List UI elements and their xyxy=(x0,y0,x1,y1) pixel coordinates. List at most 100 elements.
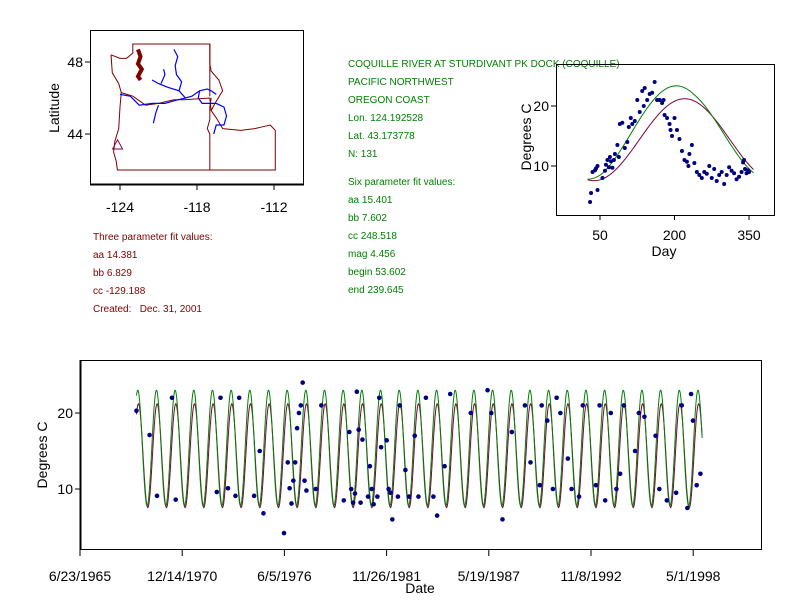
seasonal-xtick-label: 350 xyxy=(737,227,761,243)
ts-data-point xyxy=(397,403,403,408)
ts-data-point xyxy=(352,491,358,496)
station-lon: Lon. 124.192528 xyxy=(348,113,424,124)
ts-data-point xyxy=(233,493,238,499)
timeseries-frame xyxy=(80,360,762,550)
seasonal-data-point xyxy=(642,86,647,90)
ts-data-point xyxy=(257,448,263,454)
map-ytick-label: 48 xyxy=(67,54,83,70)
seasonal-ytick-label: 10 xyxy=(533,158,549,174)
seasonal-data-point xyxy=(739,170,744,174)
seasonal-data-point xyxy=(610,165,615,170)
map-ytick-label: 44 xyxy=(67,126,83,142)
seasonal-data-point xyxy=(588,200,593,204)
ts-data-point xyxy=(341,498,347,503)
ts-data-point xyxy=(287,485,292,491)
seasonal-data-point xyxy=(611,158,616,162)
ts-data-point xyxy=(403,467,408,473)
ts-data-point xyxy=(434,513,440,518)
seasonal-data-point xyxy=(589,191,594,195)
ts-data-point xyxy=(657,486,662,492)
seasonal-data-point xyxy=(712,167,717,171)
ts-six-param-fit-line xyxy=(135,389,703,507)
ts-data-point xyxy=(375,494,380,499)
six-param-fit-line xyxy=(587,85,754,180)
seasonal-data-point xyxy=(595,188,600,192)
ts-data-point xyxy=(348,486,354,492)
site-marker-triangle xyxy=(111,138,124,150)
seasonal-data-point xyxy=(635,98,640,102)
seasonal-chart: Degrees C Day 50 200 350 10 20 xyxy=(518,64,775,259)
seasonal-data-point xyxy=(686,164,691,168)
seasonal-data-point xyxy=(616,155,621,159)
seasonal-data-point xyxy=(660,101,665,105)
six-param-aa: aa 15.401 xyxy=(348,195,393,206)
ts-data-point xyxy=(356,427,362,433)
ts-data-point xyxy=(614,486,619,492)
seasonal-data-point xyxy=(742,158,747,162)
ts-data-point xyxy=(261,511,266,516)
state-border-outline xyxy=(110,43,276,171)
ts-data-point xyxy=(376,395,382,401)
ts-data-point xyxy=(431,494,436,499)
ts-data-point xyxy=(597,403,602,408)
ts-data-point xyxy=(384,438,390,443)
seasonal-data-point xyxy=(734,177,739,182)
river-line xyxy=(151,79,186,99)
ts-data-point xyxy=(173,497,179,502)
station-subregion: OREGON COAST xyxy=(348,95,430,106)
ts-data-point xyxy=(300,380,305,385)
ts-data-point xyxy=(442,463,447,469)
state-border-or-id xyxy=(206,97,212,170)
three-param-block: Three parameter fit values: aa 14.381 bb… xyxy=(93,229,213,319)
ts-data-point xyxy=(545,418,550,423)
six-param-block: Six parameter fit values: aa 15.401 bb 7… xyxy=(348,174,455,300)
seasonal-data-point xyxy=(607,155,612,159)
seasonal-data-point xyxy=(722,182,727,186)
ts-xtick-label: 5/19/1987 xyxy=(458,568,520,584)
seasonal-data-point xyxy=(662,113,667,117)
seasonal-data-point xyxy=(620,120,625,125)
ts-data-point xyxy=(528,460,533,465)
ts-data-point xyxy=(285,460,291,465)
map-xtick-label: -112 xyxy=(261,199,288,215)
map-xtick-label: -124 xyxy=(106,199,134,215)
ts-data-point xyxy=(580,403,586,408)
ts-data-point xyxy=(694,482,699,488)
ts-data-point xyxy=(617,471,623,477)
ts-data-point xyxy=(500,517,505,522)
ts-data-point xyxy=(154,493,160,499)
ts-xtick-label: 11/26/1981 xyxy=(352,568,421,584)
seasonal-xtick-label: 50 xyxy=(592,227,608,243)
ts-data-point xyxy=(608,410,614,416)
ts-data-point xyxy=(358,500,363,505)
river-line xyxy=(173,49,183,91)
seasonal-frame xyxy=(556,64,775,216)
seasonal-data-point xyxy=(709,176,714,180)
ts-data-point xyxy=(558,410,563,416)
ts-data-point xyxy=(685,505,690,511)
ts-data-point xyxy=(522,403,528,408)
ts-data-point xyxy=(406,494,412,499)
seasonal-data-point xyxy=(603,162,608,167)
ts-data-point xyxy=(218,395,223,401)
ts-xtick-label: 5/1/1998 xyxy=(666,568,721,584)
ts-data-point xyxy=(412,433,418,439)
seasonal-data-point xyxy=(689,143,694,147)
seasonal-data-point xyxy=(679,149,684,153)
ts-data-point xyxy=(539,403,545,408)
ts-data-point xyxy=(636,410,642,416)
seasonal-data-point xyxy=(697,173,702,177)
ts-data-point xyxy=(679,403,685,408)
ts-data-point xyxy=(292,460,298,465)
ts-data-point xyxy=(602,498,608,503)
seasonal-data-point xyxy=(694,170,699,174)
seasonal-data-point xyxy=(595,164,600,168)
ts-data-point xyxy=(664,498,670,503)
seasonal-data-point xyxy=(692,161,697,165)
puget-sound xyxy=(135,48,145,82)
seasonal-data-point xyxy=(668,128,673,132)
ts-data-point xyxy=(488,410,494,416)
six-param-end: end 239.645 xyxy=(348,285,404,296)
ts-data-point xyxy=(225,485,231,491)
timeseries-xlabel: Date xyxy=(405,580,435,596)
